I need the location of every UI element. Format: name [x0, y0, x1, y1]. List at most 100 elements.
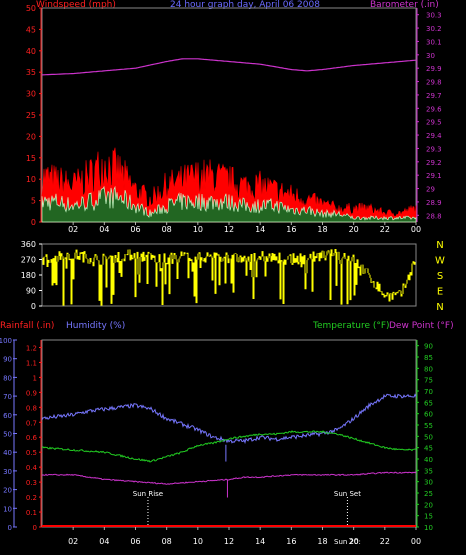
- rainfall-tick-label: 1.1: [26, 359, 37, 367]
- x-tick-label: 08: [162, 225, 172, 234]
- windspeed-tick-label: 50: [26, 4, 36, 13]
- barometer-tick-label: 29.1: [426, 172, 442, 180]
- compass-label: W: [435, 256, 445, 267]
- compass-label: N: [436, 302, 443, 313]
- sunrise-label: Sun Rise: [133, 490, 163, 498]
- windspeed-tick-label: 25: [26, 111, 36, 120]
- x-tick-label: 12: [224, 225, 234, 234]
- x-tick-label: 02: [68, 537, 78, 546]
- windspeed-tick-label: 40: [26, 47, 36, 56]
- temperature-tick-label: 35: [424, 467, 433, 475]
- barometer-tick-label: 29.9: [426, 65, 442, 73]
- x-tick-label: 22: [380, 537, 390, 546]
- temperature-tick-label: 15: [424, 513, 433, 521]
- temperature-tick-label: 90: [424, 343, 433, 351]
- chart-title: 24 hour graph day, April 06 2008: [170, 0, 320, 10]
- x-tick-label: 14: [255, 225, 265, 234]
- temperature-tick-label: 65: [424, 399, 433, 407]
- x-tick-label: 20: [349, 225, 359, 234]
- barometer-tick-label: 29.6: [426, 105, 442, 113]
- compass-label: N: [436, 240, 443, 251]
- windspeed-tick-label: 45: [26, 25, 36, 34]
- rainfall-tick-label: 0.6: [26, 434, 38, 442]
- compass-label: S: [437, 271, 443, 282]
- temperature-tick-label: 80: [424, 365, 433, 373]
- humidity-tick-label: 20: [3, 487, 12, 495]
- barometer-tick-label: 29.2: [426, 159, 442, 167]
- windspeed-tick-label: 35: [26, 68, 36, 77]
- barometer-tick-label: 30: [426, 52, 435, 60]
- temperature-series: [41, 430, 417, 463]
- windspeed-axis-label: Windspeed (mph): [36, 0, 116, 10]
- temperature-tick-label: 85: [424, 354, 433, 362]
- direction-tick-label: 360: [21, 240, 36, 249]
- rainfall-tick-label: 0.2: [26, 494, 37, 502]
- windspeed-tick-label: 0: [31, 218, 36, 227]
- direction-tick-label: 180: [21, 271, 36, 280]
- direction-tick-label: 90: [26, 287, 36, 296]
- x-tick-label: 00: [411, 537, 421, 546]
- x-tick-label: 16: [286, 225, 296, 234]
- temperature-tick-label: 30: [424, 479, 433, 487]
- barometer-tick-label: 29.7: [426, 92, 442, 100]
- humidity-tick-label: 70: [3, 393, 12, 401]
- dewpoint-axis-label: Dew Point (°F): [389, 321, 454, 331]
- rainfall-tick-label: 0.8: [26, 404, 37, 412]
- sunset-label: Sun Set: [334, 490, 361, 498]
- x-tick-label: 10: [193, 537, 203, 546]
- temperature-tick-label: 50: [424, 433, 433, 441]
- temperature-tick-label: 20: [424, 501, 433, 509]
- humidity-tick-label: 100: [0, 337, 12, 345]
- humidity-tick-label: 90: [3, 356, 12, 364]
- barometer-tick-label: 28.8: [426, 212, 442, 220]
- direction-tick-label: 270: [21, 256, 36, 265]
- barometer-tick-label: 28.9: [426, 199, 442, 207]
- x-tick-label: 04: [99, 537, 109, 546]
- x-tick-label: 16: [286, 537, 296, 546]
- direction-tick-label: 0: [31, 302, 36, 311]
- x-tick-label: 20: [349, 537, 359, 546]
- windspeed-gust-series: [41, 147, 417, 223]
- rainfall-axis-label: Rainfall (.in): [0, 321, 55, 331]
- humidity-axis-label: Humidity (%): [66, 321, 126, 331]
- windspeed-tick-label: 10: [26, 175, 36, 184]
- humidity-tick-label: 80: [3, 374, 12, 382]
- x-tick-label: 10: [193, 225, 203, 234]
- x-tick-label: 06: [130, 225, 140, 234]
- rainfall-tick-label: 0.3: [26, 479, 37, 487]
- rainfall-tick-label: 1: [33, 374, 37, 382]
- rainfall-tick-label: 0.1: [26, 509, 37, 517]
- windspeed-tick-label: 30: [26, 90, 36, 99]
- x-tick-label: 18: [317, 537, 327, 546]
- barometer-tick-label: 29.5: [426, 119, 442, 127]
- temperature-axis-label: Temperature (°F): [313, 321, 390, 331]
- x-tick-label: 08: [162, 537, 172, 546]
- humidity-tick-label: 30: [3, 468, 12, 476]
- humidity-tick-label: 40: [3, 449, 12, 457]
- x-tick-label: 00: [411, 225, 421, 234]
- barometer-series: [41, 58, 417, 76]
- rainfall-tick-label: 0.5: [26, 449, 37, 457]
- barometer-tick-label: 29.4: [426, 132, 442, 140]
- rainfall-tick-label: 0.4: [26, 464, 38, 472]
- compass-label: E: [437, 287, 443, 298]
- humidity-series: [41, 393, 417, 445]
- temperature-tick-label: 75: [424, 377, 433, 385]
- x-tick-label: 06: [130, 537, 140, 546]
- climate-plot-frame: [41, 339, 417, 528]
- windspeed-tick-label: 20: [26, 132, 36, 141]
- barometer-tick-label: 30.3: [426, 12, 442, 20]
- temperature-tick-label: 25: [424, 490, 433, 498]
- x-tick-label: 18: [317, 225, 327, 234]
- barometer-tick-label: 29.8: [426, 79, 442, 87]
- windspeed-tick-label: 5: [31, 197, 36, 206]
- rainfall-tick-label: 0.7: [26, 419, 37, 427]
- temperature-tick-label: 40: [424, 456, 433, 464]
- barometer-tick-label: 29.3: [426, 145, 442, 153]
- temperature-tick-label: 45: [424, 445, 433, 453]
- barometer-tick-label: 30.2: [426, 25, 442, 33]
- temperature-tick-label: 60: [424, 411, 433, 419]
- dewpoint-series: [41, 471, 417, 485]
